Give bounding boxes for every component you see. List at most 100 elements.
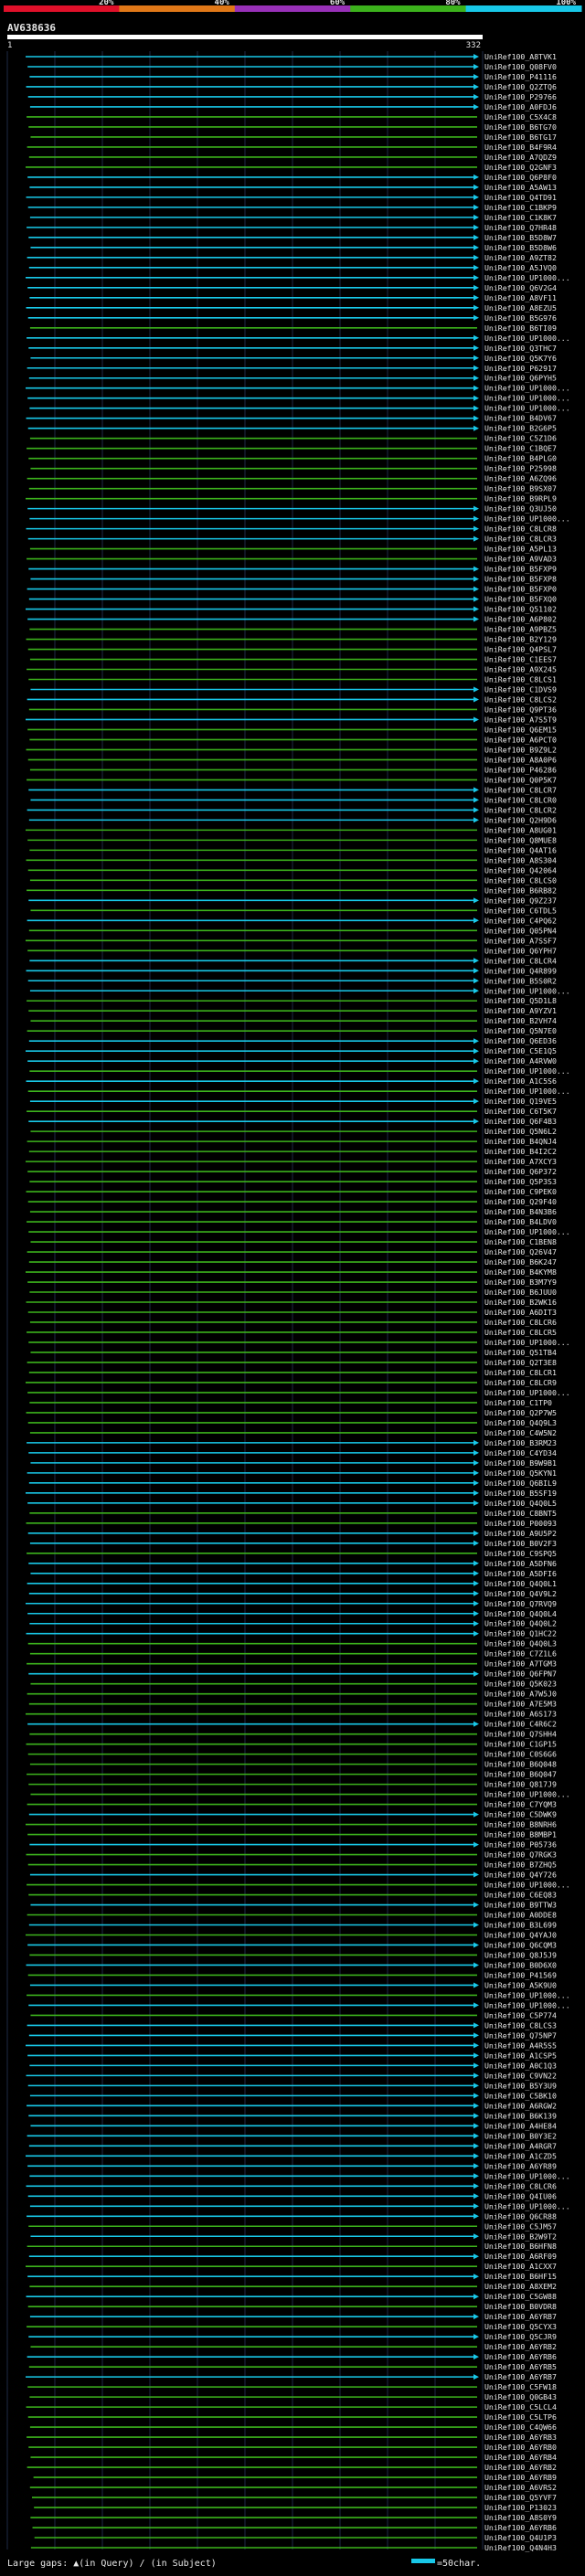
- hit-row: UniRef100_C7YQM3: [27, 1800, 557, 1809]
- hit-row: UniRef100_B0VDR8: [27, 2302, 557, 2311]
- hit-row: UniRef100_C8BNT5: [29, 1509, 557, 1518]
- hit-label: UniRef100_C1K8K7: [484, 213, 557, 222]
- hit-arrow: [473, 334, 479, 341]
- hit-label: UniRef100_Q7RVQ9: [484, 1599, 557, 1608]
- hit-label: UniRef100_A1CXX7: [484, 2262, 557, 2271]
- hit-row: UniRef100_A6YR89: [27, 2161, 557, 2170]
- hit-row: UniRef100_A6YRB2: [27, 2463, 557, 2472]
- hit-arrow: [473, 1038, 479, 1044]
- hit-label: UniRef100_C1TP0: [484, 1398, 552, 1407]
- hit-row: UniRef100_A6YRB0: [28, 2443, 557, 2452]
- hit-row: UniRef100_A6YRB3: [27, 2433, 557, 2442]
- hit-label: UniRef100_UP1000...: [484, 1087, 570, 1096]
- hit-row: UniRef100_Q6CR88: [27, 2211, 557, 2221]
- hit-label: UniRef100_A5JVQ0: [484, 263, 557, 272]
- hit-arrow: [473, 2354, 479, 2360]
- hit-label: UniRef100_Q2T3E8: [484, 1358, 557, 1367]
- hit-label: UniRef100_A9YZV1: [484, 1006, 557, 1015]
- hit-label: UniRef100_Q26V47: [484, 1247, 557, 1256]
- hit-arrow: [473, 525, 479, 532]
- hit-label: UniRef100_UP1000...: [484, 334, 570, 343]
- hit-row: UniRef100_B2WK16: [26, 1298, 557, 1307]
- hit-row: UniRef100_B9SX07: [28, 484, 557, 493]
- hit-label: UniRef100_Q7RGK3: [484, 1850, 557, 1860]
- hit-label: UniRef100_C5E1Q5: [484, 1046, 557, 1055]
- hit-row: UniRef100_B5Y3U9: [27, 2081, 557, 2090]
- hit-label: UniRef100_B4DV67: [484, 414, 557, 423]
- hit-arrow: [473, 415, 479, 421]
- hit-label: UniRef100_Q4Q0L2: [484, 1619, 557, 1628]
- hit-row: UniRef100_UP1000...: [28, 1338, 570, 1347]
- hit-label: UniRef100_C4QW66: [484, 2422, 557, 2432]
- hit-row: UniRef100_Q5K023: [30, 1680, 557, 1689]
- hit-label: UniRef100_Q4N4H3: [484, 2543, 557, 2552]
- hit-arrow: [473, 606, 479, 612]
- hit-label: UniRef100_Q29F40: [484, 1197, 557, 1206]
- hit-arrow: [473, 1620, 479, 1627]
- hit-label: UniRef100_Q4IU06: [484, 2191, 557, 2200]
- hit-label: UniRef100_B6Q047: [484, 1770, 557, 1779]
- hit-label: UniRef100_B2Y129: [484, 635, 557, 644]
- hit-label: UniRef100_C6T5K7: [484, 1107, 557, 1116]
- hit-label: UniRef100_C1DVS9: [484, 684, 557, 694]
- hit-label: UniRef100_Q4Q0L4: [484, 1609, 557, 1618]
- hit-label: UniRef100_Q4TD91: [484, 193, 557, 202]
- hit-row: UniRef100_A9ZT82: [27, 253, 557, 262]
- hit-row: UniRef100_C5P774: [30, 2010, 557, 2019]
- hit-row: UniRef100_A5AW13: [29, 183, 557, 192]
- hit-label: UniRef100_C5X4C8: [484, 112, 557, 122]
- hit-label: UniRef100_Q5D1L8: [484, 996, 557, 1005]
- hit-label: UniRef100_A6YRB5: [484, 2362, 557, 2371]
- hit-row: UniRef100_Q8J5J9: [29, 1950, 557, 1959]
- hit-arrow: [473, 566, 479, 572]
- hit-row: UniRef100_A0DDE8: [27, 1911, 557, 1920]
- hit-label: UniRef100_B8MBP1: [484, 1830, 557, 1839]
- hit-row: UniRef100_A5PL13: [29, 545, 557, 554]
- hit-label: UniRef100_UP1000...: [484, 1790, 570, 1799]
- hit-label: UniRef100_P29766: [484, 92, 557, 101]
- hit-row: UniRef100_A6ZQ96: [27, 474, 557, 483]
- hit-row: UniRef100_A6YRB7: [29, 2312, 557, 2321]
- hit-row: UniRef100_C8LCR0: [30, 795, 557, 804]
- hit-row: UniRef100_C4QW66: [29, 2422, 557, 2432]
- hit-row: UniRef100_B0Y3E2: [27, 2131, 557, 2140]
- hit-row: UniRef100_Q4R899: [26, 966, 557, 975]
- hit-label: UniRef100_A9ZT82: [484, 253, 557, 262]
- hit-label: UniRef100_A6YRB4: [484, 2453, 557, 2462]
- hit-label: UniRef100_C1GP15: [484, 1740, 557, 1749]
- hit-row: UniRef100_B6HFN8: [27, 2242, 557, 2251]
- hit-row: UniRef100_P46286: [29, 765, 557, 774]
- hit-label: UniRef100_C8LCR0: [484, 795, 557, 804]
- query-end-label: 332: [466, 41, 481, 50]
- hit-row: UniRef100_Q4IU06: [27, 2191, 557, 2200]
- hit-label: UniRef100_B9SX07: [484, 484, 557, 493]
- hit-label: UniRef100_Q6CQM3: [484, 1940, 557, 1949]
- hit-label: UniRef100_C8LCR7: [484, 785, 557, 794]
- hit-label: UniRef100_C9VN22: [484, 2071, 557, 2080]
- hit-label: UniRef100_Q6F4B3: [484, 1117, 557, 1126]
- hit-row: UniRef100_Q3THC7: [28, 344, 557, 353]
- hit-arrow: [473, 515, 479, 522]
- hit-row: UniRef100_C1DVS9: [30, 684, 557, 694]
- hit-row: UniRef100_C1BQE7: [27, 444, 557, 453]
- hit-row: UniRef100_C5X4C8: [27, 112, 557, 122]
- hit-row: UniRef100_UP1000...: [29, 404, 570, 413]
- hit-row: UniRef100_A1C5S6: [26, 1076, 557, 1086]
- hit-row: UniRef100_C5JM57: [28, 2221, 557, 2231]
- hit-row: UniRef100_A7W5J0: [27, 1690, 557, 1699]
- hit-label: UniRef100_C5P774: [484, 2010, 557, 2019]
- hit-row: UniRef100_UP1000...: [28, 2000, 570, 2009]
- hit-arrow: [473, 1459, 479, 1466]
- hit-row: UniRef100_A6YRB5: [28, 2362, 557, 2371]
- hit-label: UniRef100_Q6PYH5: [484, 374, 557, 383]
- hit-label: UniRef100_UP1000...: [484, 404, 570, 413]
- hit-label: UniRef100_B4LDV0: [484, 1217, 557, 1226]
- hit-label: UniRef100_A5K9U0: [484, 1980, 557, 1989]
- hit-row: UniRef100_A6RGW2: [27, 2101, 557, 2110]
- hit-label: UniRef100_B6HFN8: [484, 2242, 557, 2251]
- hit-arrow: [473, 63, 479, 69]
- hit-row: UniRef100_C1BKP9: [27, 203, 557, 212]
- hit-label: UniRef100_A8VF11: [484, 293, 557, 302]
- hit-arrow: [473, 2002, 479, 2009]
- hit-row: UniRef100_A9YZV1: [28, 1006, 557, 1015]
